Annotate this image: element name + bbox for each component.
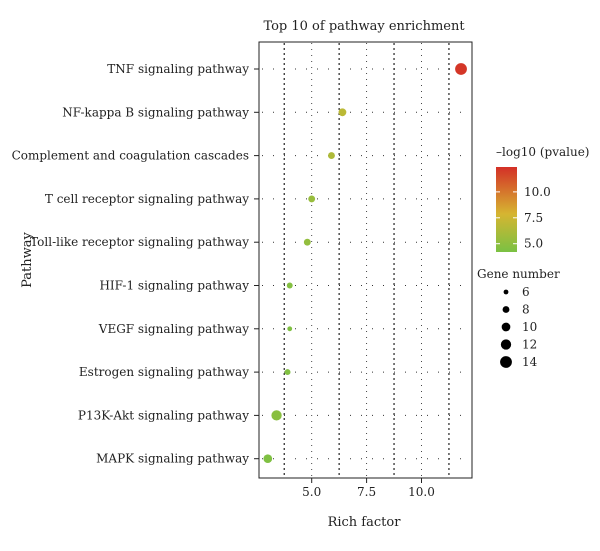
color-legend: –log10 (pvalue) 5.0 7.5 10.0 bbox=[496, 145, 589, 252]
data-point bbox=[286, 282, 293, 289]
color-legend-ticks: 5.0 7.5 10.0 bbox=[496, 185, 551, 251]
y-tick-label: Estrogen signaling pathway bbox=[79, 365, 249, 379]
x-tick-labels: 5.0 7.5 10.0 bbox=[302, 478, 435, 499]
data-point bbox=[308, 195, 316, 203]
x-tick-label: 5.0 bbox=[302, 485, 321, 499]
y-tick-label: P13K-Akt signaling pathway bbox=[78, 408, 249, 422]
y-axis-label: Pathway bbox=[20, 231, 35, 287]
size-legend: Gene number 6 8 10 12 14 bbox=[477, 267, 560, 369]
size-legend-dot bbox=[501, 322, 511, 332]
y-tick-labels: TNF signaling pathway NF-kappa B signalin… bbox=[12, 62, 259, 466]
size-legend-label: 12 bbox=[522, 338, 537, 352]
y-tick-label: TNF signaling pathway bbox=[107, 62, 249, 76]
grid-lines bbox=[262, 43, 469, 477]
data-point bbox=[338, 108, 347, 117]
y-tick-label: NF-kappa B signaling pathway bbox=[62, 105, 249, 119]
y-tick-label: Toll-like receptor signaling pathway bbox=[30, 235, 249, 249]
plot-area bbox=[258, 41, 473, 479]
data-point bbox=[271, 410, 282, 421]
data-point bbox=[287, 326, 293, 332]
y-tick-label: T cell receptor signaling pathway bbox=[45, 192, 249, 206]
data-point bbox=[455, 63, 467, 75]
data-point bbox=[284, 369, 291, 376]
size-legend-dot bbox=[500, 339, 512, 350]
color-tick-label: 5.0 bbox=[524, 237, 543, 251]
data-point bbox=[303, 238, 311, 246]
data-points bbox=[263, 63, 467, 464]
y-tick-label: VEGF signaling pathway bbox=[98, 322, 249, 336]
x-tick-label: 10.0 bbox=[408, 485, 435, 499]
size-legend-dot bbox=[503, 289, 509, 295]
data-point bbox=[263, 454, 273, 464]
color-tick-label: 10.0 bbox=[524, 185, 551, 199]
size-legend-items: 6 8 10 12 14 bbox=[500, 285, 538, 369]
size-legend-label: 10 bbox=[522, 320, 537, 334]
size-legend-title: Gene number bbox=[477, 267, 560, 281]
data-point bbox=[328, 152, 335, 160]
color-tick-label: 7.5 bbox=[524, 211, 543, 225]
size-legend-label: 14 bbox=[522, 355, 538, 369]
y-tick-label: MAPK signaling pathway bbox=[96, 452, 249, 466]
y-tick-label: HIF-1 signaling pathway bbox=[99, 279, 249, 293]
color-legend-title: –log10 (pvalue) bbox=[496, 145, 589, 159]
size-legend-label: 6 bbox=[522, 285, 530, 299]
size-legend-dot bbox=[502, 306, 510, 313]
color-gradient-bar bbox=[496, 167, 517, 252]
size-legend-label: 8 bbox=[522, 303, 530, 317]
y-tick-label: Complement and coagulation cascades bbox=[12, 149, 249, 163]
size-legend-dot bbox=[500, 356, 512, 368]
chart-title: Top 10 of pathway enrichment bbox=[263, 19, 465, 34]
x-tick-label: 7.5 bbox=[357, 485, 376, 499]
x-axis-label: Rich factor bbox=[328, 515, 402, 530]
